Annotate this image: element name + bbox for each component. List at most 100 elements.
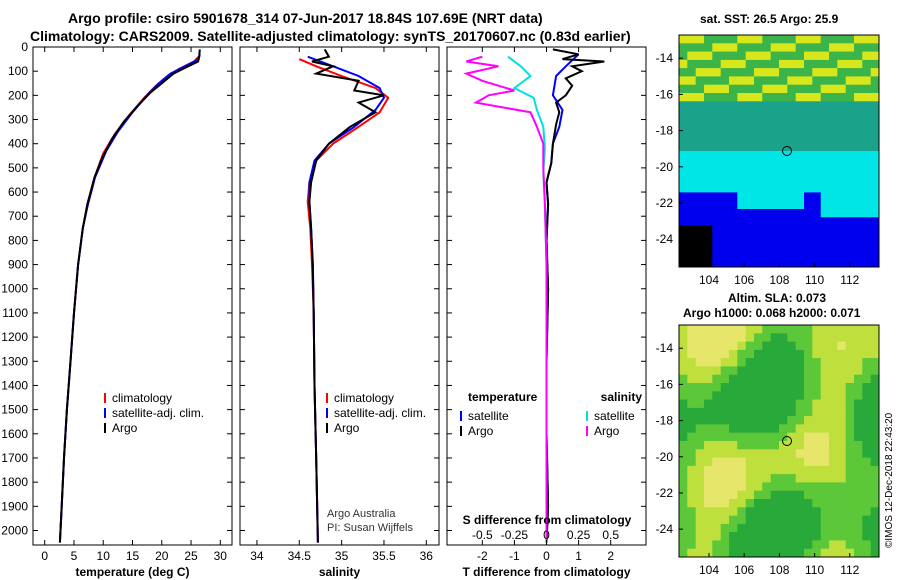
sst-map-cell [812, 101, 822, 111]
sst-map-cell [837, 217, 847, 227]
sla-map-cell [845, 441, 855, 450]
sla-map-cell [679, 399, 688, 409]
sla-map-cell [804, 333, 813, 343]
sst-map-cell [845, 184, 855, 193]
x-tick-label-2-4: 2 [607, 549, 614, 563]
sst-map-cell [737, 209, 747, 218]
sla-map-cell [737, 465, 747, 475]
sst-map-cell [854, 192, 863, 202]
sst-map-cell [804, 109, 813, 119]
sst-map-cell [679, 167, 688, 177]
sst-map-cell [720, 151, 730, 160]
sla-map-cell [720, 532, 730, 541]
sla-map-cell [745, 507, 755, 517]
sla-map-cell [829, 465, 838, 475]
sst-map-cell [812, 225, 822, 235]
sla-map-cell [737, 482, 747, 492]
series-line-1-2 [308, 48, 385, 543]
sla-map-cell [795, 548, 805, 558]
diff-legend-s-label-0: satellite [594, 409, 635, 423]
sst-map-cell [854, 159, 863, 169]
sla-map-cell [795, 507, 805, 517]
sla-map-cell [845, 432, 855, 442]
sst-map-cell [870, 175, 880, 185]
sst-map-cell [862, 159, 872, 169]
sst-map-y-tick-1: -16 [656, 87, 674, 101]
sst-map-cell [804, 217, 813, 227]
sst-map-cell [812, 142, 822, 152]
sst-map-cell [787, 175, 797, 185]
sla-map-cell [762, 532, 772, 541]
sla-map-cell [687, 391, 697, 401]
sla-map-cell [720, 424, 730, 434]
sla-map-cell [720, 383, 730, 392]
sla-map-cell [870, 366, 880, 376]
sla-map-cell [770, 325, 780, 334]
sst-map-cell [712, 225, 722, 235]
sla-map-cell [812, 416, 822, 425]
sst-map-cell [737, 233, 747, 243]
sla-map-cell [695, 349, 705, 359]
sst-map-cell [754, 126, 763, 135]
depth-tick-label-6: 600 [8, 185, 28, 199]
sst-map-cell [862, 233, 872, 243]
sst-map-cell [795, 225, 805, 235]
sst-map-cell [862, 59, 872, 69]
sst-map-cell [687, 225, 697, 235]
sla-map-cell [862, 358, 872, 367]
sla-map-cell [704, 341, 713, 351]
sst-map-cell [787, 109, 797, 119]
sst-map-cell [754, 175, 763, 185]
sla-map-cell [704, 333, 713, 343]
sst-map-cell [679, 250, 688, 260]
sst-map-cell [862, 117, 872, 127]
sst-map-cell [695, 93, 705, 102]
sla-map-cell [695, 499, 705, 508]
sla-map-cell [870, 441, 880, 450]
sla-map-cell [804, 532, 813, 541]
sla-map-cell [754, 507, 763, 517]
sla-map-cell [695, 333, 705, 343]
pi-label: PI: Susan Wijffels [327, 522, 413, 534]
sst-map-cell [737, 68, 747, 77]
sla-map-cell [687, 416, 697, 425]
sla-map-cell [687, 399, 697, 409]
sla-map-cell [854, 540, 863, 550]
sla-map-cell [854, 507, 863, 517]
sla-map-cell [804, 432, 813, 442]
sst-map-cell [854, 225, 863, 235]
sst-map-cell [762, 84, 772, 94]
sla-map-cell [687, 507, 697, 517]
depth-tick-label-12: 1200 [1, 330, 28, 344]
sla-map-cell [720, 474, 730, 483]
sst-map-cell [787, 101, 797, 111]
sst-map-cell [737, 167, 747, 177]
sst-map-cell [837, 76, 847, 86]
sst-map-cell [795, 59, 805, 69]
sla-map-cell [729, 482, 738, 492]
sla-map-cell [754, 383, 763, 392]
sla-map-cell [870, 490, 880, 500]
sla-map-cell [837, 325, 847, 334]
sla-map-cell [870, 383, 880, 392]
sst-map-cell [829, 151, 838, 160]
sla-map-cell [679, 465, 688, 475]
sst-map-cell [870, 142, 880, 152]
sst-map-cell [820, 184, 830, 193]
sla-map-cell [695, 383, 705, 392]
sla-map-cell [854, 341, 863, 351]
sst-map-cell [770, 117, 780, 127]
sla-map-cell [720, 515, 730, 525]
sla-map-cell [854, 548, 863, 558]
sla-map-cell [837, 457, 847, 467]
x-tick-label-0-4: 20 [155, 549, 169, 563]
sla-map-cell [712, 374, 722, 384]
sla-map-cell [854, 325, 863, 334]
sst-map-cell [779, 151, 788, 160]
sst-map-cell [787, 35, 797, 44]
sst-map-cell [762, 142, 772, 152]
sla-map-cell [712, 383, 722, 392]
sla-map-cell [862, 482, 872, 492]
depth-tick-label-14: 1400 [1, 378, 28, 392]
sla-map-cell [854, 532, 863, 541]
